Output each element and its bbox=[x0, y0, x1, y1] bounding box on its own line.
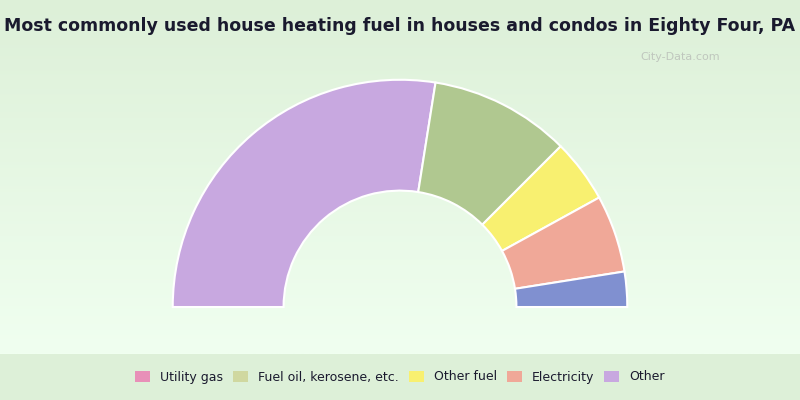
Wedge shape bbox=[173, 80, 435, 307]
Text: City-Data.com: City-Data.com bbox=[640, 52, 720, 62]
Wedge shape bbox=[502, 198, 625, 289]
Text: Most commonly used house heating fuel in houses and condos in Eighty Four, PA: Most commonly used house heating fuel in… bbox=[5, 17, 795, 35]
Legend: Utility gas, Fuel oil, kerosene, etc., Other fuel, Electricity, Other: Utility gas, Fuel oil, kerosene, etc., O… bbox=[135, 370, 665, 384]
Wedge shape bbox=[482, 146, 599, 251]
Wedge shape bbox=[418, 82, 561, 225]
Wedge shape bbox=[515, 272, 627, 307]
